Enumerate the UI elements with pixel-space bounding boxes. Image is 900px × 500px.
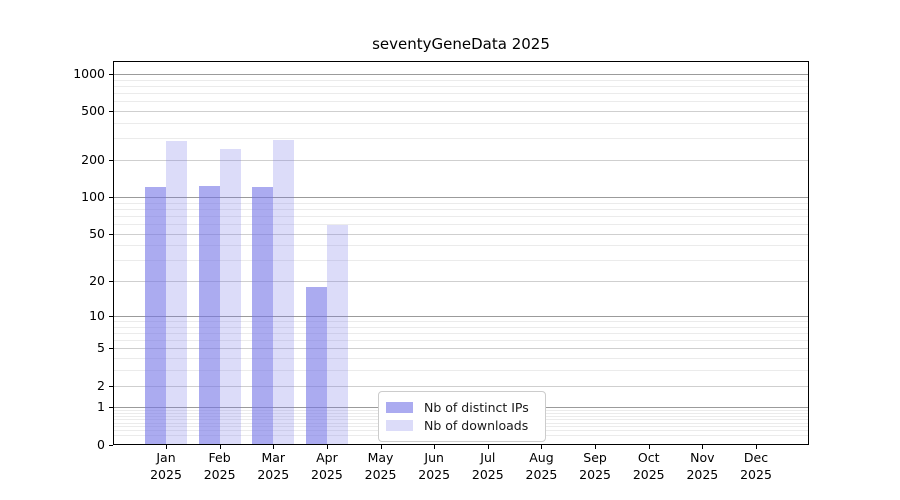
x-tick-mark bbox=[541, 445, 543, 449]
x-tick-mark bbox=[273, 445, 275, 449]
gridline-minor bbox=[113, 326, 809, 328]
gridline-major bbox=[113, 160, 809, 162]
x-tick-label: Oct 2025 bbox=[632, 450, 665, 482]
legend-swatch-downloads bbox=[386, 420, 413, 431]
y-tick-mark bbox=[109, 73, 113, 75]
gridline-pow10 bbox=[113, 196, 809, 198]
gridline-pow10 bbox=[113, 315, 809, 317]
y-tick-label: 200 bbox=[81, 152, 105, 168]
x-tick-mark bbox=[219, 445, 221, 449]
gridline-minor bbox=[113, 224, 809, 225]
legend-swatch-distinct-ips bbox=[386, 402, 413, 413]
x-tick-mark bbox=[434, 445, 436, 449]
x-tick-label: Jul 2025 bbox=[471, 450, 504, 482]
gridline-minor bbox=[113, 245, 809, 247]
y-tick-label: 1000 bbox=[73, 65, 105, 81]
bar-downloads-mar bbox=[273, 140, 295, 445]
x-tick-mark bbox=[702, 445, 704, 449]
gridline-major bbox=[113, 348, 809, 350]
x-tick-mark bbox=[756, 445, 757, 449]
x-tick-label: Jan 2025 bbox=[150, 450, 182, 482]
gridline-minor bbox=[113, 93, 809, 95]
gridline-minor bbox=[113, 215, 809, 217]
y-tick-mark bbox=[109, 196, 113, 198]
y-tick-label: 500 bbox=[81, 103, 105, 119]
x-tick-mark bbox=[648, 445, 650, 449]
x-tick-label: Mar 2025 bbox=[257, 450, 290, 482]
y-tick-mark bbox=[109, 233, 113, 235]
legend-label-distinct-ips: Nb of distinct IPs bbox=[424, 400, 529, 415]
gridline-minor bbox=[113, 321, 809, 322]
bar-distinct-ips-apr bbox=[305, 286, 327, 445]
y-tick-label: 50 bbox=[89, 225, 105, 241]
y-tick-label: 0 bbox=[97, 436, 105, 452]
y-tick-label: 1 bbox=[97, 399, 105, 415]
y-tick-label: 10 bbox=[89, 307, 105, 323]
gridline-minor bbox=[113, 358, 809, 360]
y-tick-mark bbox=[109, 281, 113, 283]
y-tick-mark bbox=[109, 407, 113, 409]
bar-distinct-ips-jan bbox=[145, 187, 166, 445]
legend: Nb of distinct IPs Nb of downloads bbox=[378, 391, 546, 442]
y-tick-label: 100 bbox=[81, 188, 105, 204]
x-tick-mark bbox=[166, 445, 167, 449]
gridline-major bbox=[113, 385, 809, 387]
gridline-minor bbox=[113, 202, 809, 204]
x-tick-label: Sep 2025 bbox=[579, 450, 611, 482]
gridline-minor bbox=[113, 208, 809, 210]
gridline-minor bbox=[113, 79, 809, 81]
x-tick-mark bbox=[487, 445, 489, 449]
gridline-pow10 bbox=[113, 73, 809, 75]
gridline-major bbox=[113, 233, 809, 235]
gridline-major bbox=[113, 281, 809, 283]
legend-entry-downloads: Nb of downloads bbox=[386, 417, 538, 434]
gridline-minor bbox=[113, 138, 809, 140]
gridline-minor bbox=[113, 260, 809, 262]
x-tick-mark bbox=[595, 445, 597, 449]
y-tick-label: 20 bbox=[89, 273, 105, 289]
legend-entry-distinct-ips: Nb of distinct IPs bbox=[386, 399, 538, 416]
y-tick-label: 5 bbox=[97, 340, 105, 356]
bar-downloads-feb bbox=[219, 149, 241, 445]
y-tick-label: 2 bbox=[97, 377, 105, 393]
legend-label-downloads: Nb of downloads bbox=[424, 418, 529, 433]
y-tick-mark bbox=[109, 111, 113, 113]
gridline-minor bbox=[113, 340, 809, 342]
gridline-major bbox=[113, 111, 809, 113]
x-tick-label: Jun 2025 bbox=[418, 450, 451, 482]
y-tick-mark bbox=[109, 315, 113, 317]
y-tick-mark bbox=[109, 348, 113, 350]
plot-area bbox=[113, 61, 809, 445]
x-tick-label: Aug 2025 bbox=[525, 450, 558, 482]
bar-distinct-ips-mar bbox=[252, 187, 274, 445]
y-tick-mark bbox=[109, 160, 113, 162]
x-tick-label: May 2025 bbox=[364, 450, 397, 482]
bar-distinct-ips-feb bbox=[198, 186, 220, 445]
x-tick-mark bbox=[380, 445, 382, 449]
y-tick-mark bbox=[109, 444, 113, 446]
x-tick-label: Nov 2025 bbox=[686, 450, 719, 482]
y-tick-mark bbox=[109, 385, 113, 387]
x-tick-label: Apr 2025 bbox=[311, 450, 343, 482]
gridline-minor bbox=[113, 101, 809, 103]
gridline-minor bbox=[113, 370, 809, 372]
gridline-minor bbox=[113, 123, 809, 124]
gridline-minor bbox=[113, 332, 809, 334]
gridline-minor bbox=[113, 85, 809, 87]
x-tick-label: Feb 2025 bbox=[203, 450, 236, 482]
bar-downloads-jan bbox=[166, 141, 187, 445]
x-tick-mark bbox=[326, 445, 328, 449]
bar-downloads-apr bbox=[326, 224, 348, 445]
x-tick-label: Dec 2025 bbox=[740, 450, 772, 482]
chart-title: seventyGeneData 2025 bbox=[372, 35, 550, 53]
